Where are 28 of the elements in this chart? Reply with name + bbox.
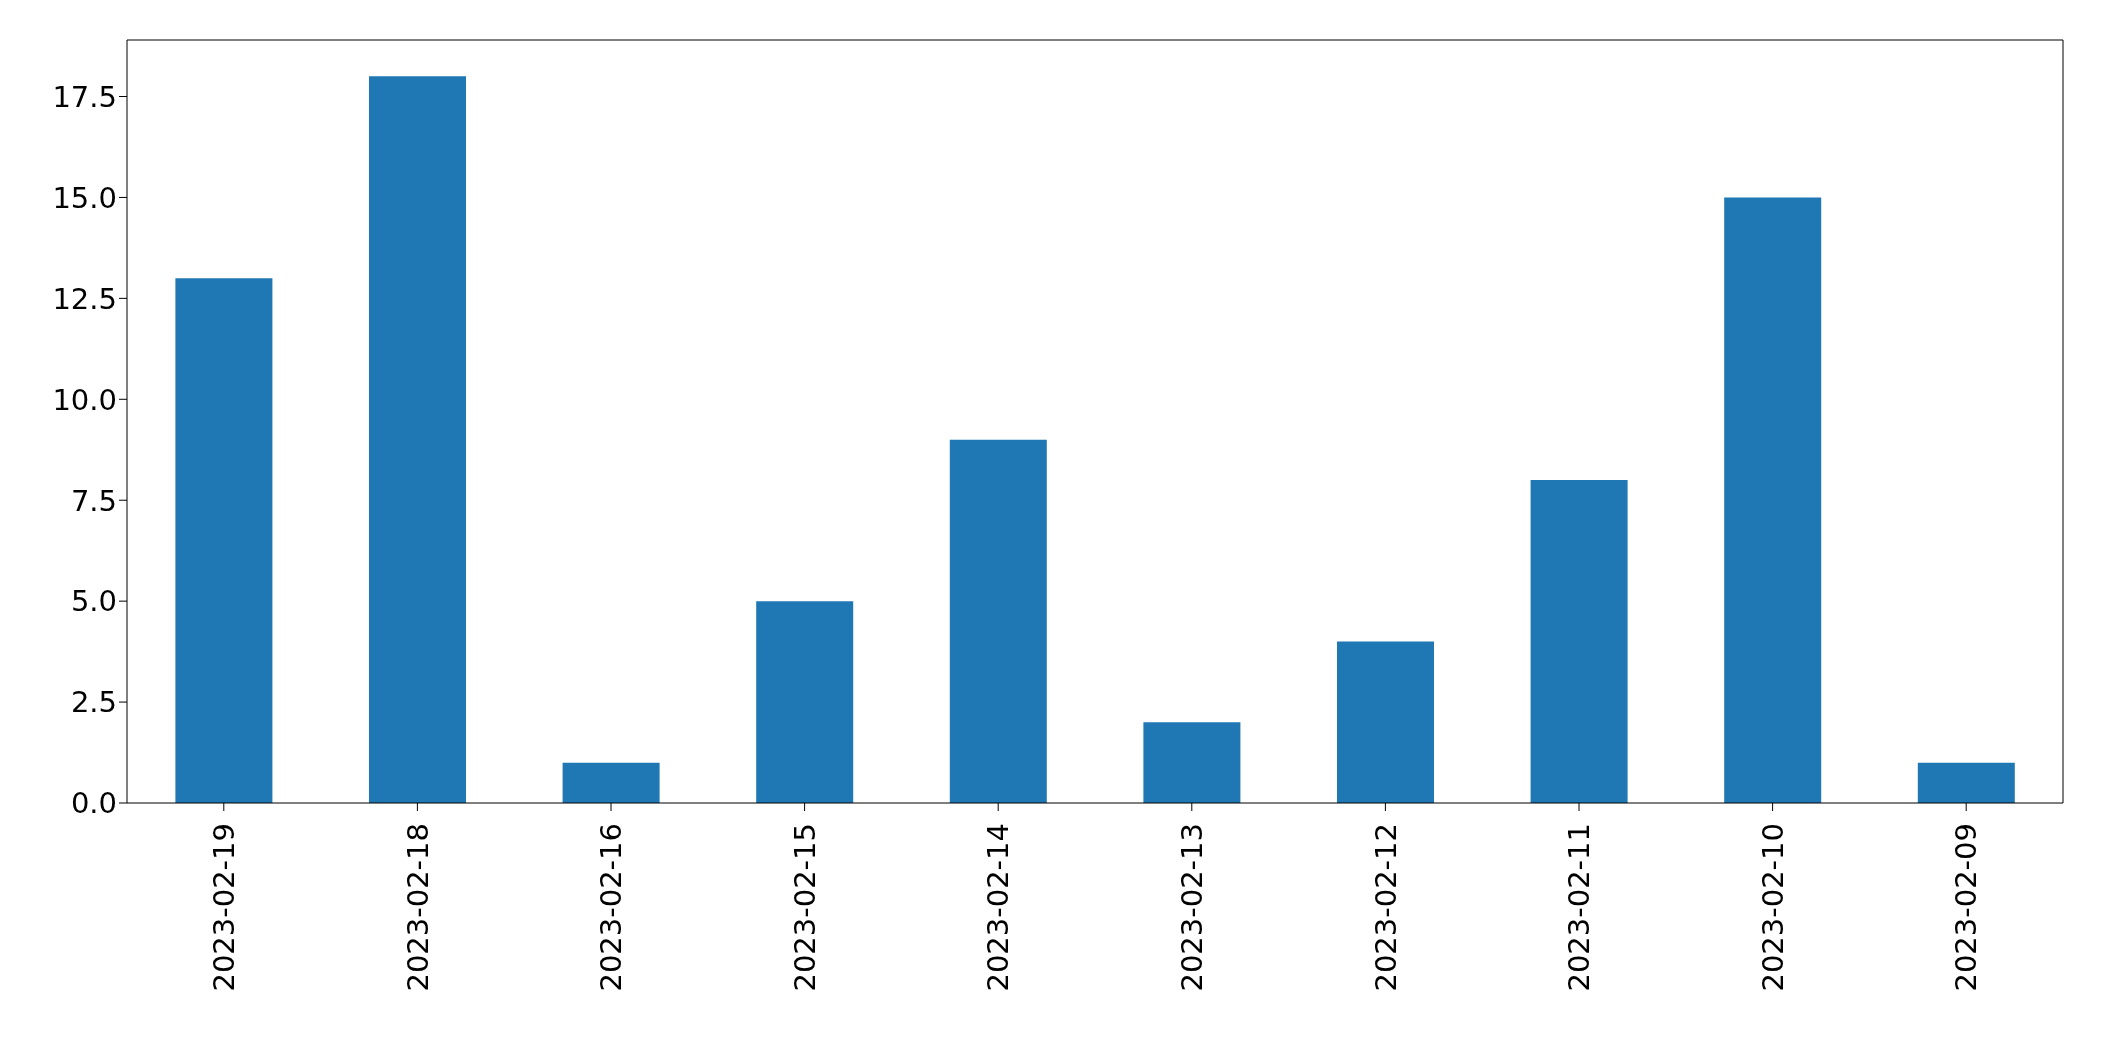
x-tick-label: 2023-02-16 bbox=[594, 823, 629, 992]
bar bbox=[1724, 197, 1822, 803]
x-tick-label: 2023-02-09 bbox=[1949, 823, 1984, 992]
bar bbox=[175, 278, 273, 803]
bar bbox=[1530, 480, 1628, 803]
bar bbox=[949, 439, 1047, 803]
y-tick-label: 0.0 bbox=[70, 786, 117, 821]
bar bbox=[1143, 722, 1241, 803]
x-tick-label: 2023-02-11 bbox=[1562, 823, 1597, 992]
y-tick-label: 12.5 bbox=[52, 281, 117, 316]
bar bbox=[756, 601, 854, 803]
y-tick-label: 17.5 bbox=[52, 79, 117, 114]
y-tick-label: 10.0 bbox=[52, 382, 117, 417]
y-tick-label: 2.5 bbox=[70, 685, 117, 720]
bar bbox=[562, 762, 660, 803]
y-tick-label: 5.0 bbox=[70, 584, 117, 619]
x-tick-label: 2023-02-18 bbox=[400, 823, 435, 992]
x-tick-label: 2023-02-19 bbox=[206, 823, 241, 992]
x-tick-label: 2023-02-13 bbox=[1174, 823, 1209, 992]
bar bbox=[369, 76, 466, 803]
x-tick-label: 2023-02-15 bbox=[787, 823, 822, 992]
x-tick-label: 2023-02-12 bbox=[1368, 823, 1403, 992]
x-tick-label: 2023-02-10 bbox=[1755, 823, 1790, 992]
y-tick-label: 15.0 bbox=[52, 180, 117, 215]
bar bbox=[1917, 762, 2015, 803]
x-tick-label: 2023-02-14 bbox=[981, 823, 1016, 992]
y-tick-label: 7.5 bbox=[70, 483, 117, 518]
bar bbox=[1337, 641, 1434, 803]
